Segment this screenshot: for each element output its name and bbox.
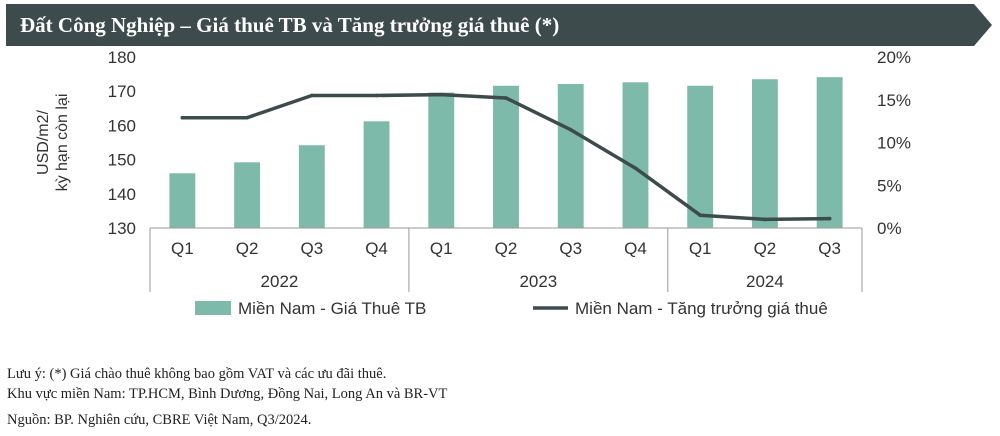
bar: [298, 145, 325, 228]
x-tick-label: Q3: [559, 239, 582, 258]
x-tick-label: Q4: [365, 239, 388, 258]
x-tick-label: Q1: [689, 239, 712, 258]
bar: [169, 173, 196, 228]
x-tick-label: Q2: [754, 239, 777, 258]
page-title: Đất Công Nghiệp – Giá thuê TB và Tăng tr…: [20, 13, 560, 37]
legend-bar-swatch: [195, 301, 231, 315]
y2-tick-label: 20%: [877, 48, 911, 67]
growth-point: [763, 217, 767, 222]
growth-point: [827, 216, 832, 221]
title-banner: Đất Công Nghiệp – Giá thuê TB và Tăng tr…: [6, 4, 992, 46]
x-group-label: 2022: [261, 272, 299, 291]
x-tick-label: Q1: [171, 239, 194, 258]
chart: 130 140 150 160 170 180 0% 5% 10% 15% 20% USD/m2/kỳ…: [35, 48, 911, 318]
notes: Lưu ý: (*) Giá chào thuê không bao gồm V…: [7, 364, 447, 430]
note-region: Khu vực miền Nam: TP.HCM, Bình Dương, Đồ…: [7, 386, 448, 402]
title-banner-shape: [6, 4, 992, 46]
y-tick-label: 160: [108, 116, 136, 135]
y-tick-label: 140: [108, 185, 136, 204]
growth-point: [245, 115, 249, 120]
growth-point: [568, 127, 573, 132]
legend-bar-label: Miền Nam - Giá Thuê TB: [238, 299, 426, 318]
y-tick-label: 180: [108, 48, 136, 67]
y-axis-label: USD/m2/kỳ hạn còn lại: [35, 94, 71, 192]
x-tick-label: Q2: [495, 239, 518, 258]
growth-point: [439, 92, 444, 97]
y-tick-label: 170: [108, 82, 136, 101]
y2-tick-label: 0%: [877, 219, 902, 238]
bar: [622, 82, 649, 228]
x-tick-label: Q1: [430, 239, 453, 258]
bar: [234, 162, 261, 228]
y2-tick-label: 15%: [877, 91, 911, 110]
y-axis-label-line: USD/m2/: [35, 110, 52, 175]
bar: [687, 85, 714, 228]
bar: [493, 85, 519, 228]
growth-point: [180, 115, 185, 120]
y-axis-label-line: kỳ hạn còn lại: [54, 94, 71, 192]
growth-point: [698, 213, 702, 217]
x-tick-label: Q3: [818, 239, 841, 258]
y-tick-label: 150: [108, 151, 136, 170]
y-tick-label: 130: [108, 219, 136, 238]
bar: [428, 92, 455, 229]
bar: [816, 77, 843, 228]
note-vat: Lưu ý: (*) Giá chào thuê không bao gồm V…: [7, 366, 387, 382]
bar: [751, 79, 778, 228]
growth-point: [310, 93, 314, 98]
x-group-label: 2024: [746, 272, 784, 291]
source-note: Nguồn: BP. Nghiên cứu, CBRE Việt Nam, Q3…: [7, 412, 312, 428]
x-tick-label: Q3: [300, 239, 323, 258]
x-tick-label: Q2: [236, 239, 259, 258]
legend-line-label: Miền Nam - Tăng trưởng giá thuê: [575, 299, 828, 318]
y2-tick-label: 10%: [877, 134, 911, 153]
x-tick-label: Q4: [624, 239, 647, 258]
x-group-label: 2023: [519, 272, 557, 291]
growth-point: [633, 166, 638, 170]
y2-tick-label: 5%: [877, 176, 902, 195]
bar: [557, 84, 584, 228]
growth-point: [504, 96, 508, 100]
bar: [363, 121, 390, 228]
growth-point: [374, 93, 379, 98]
